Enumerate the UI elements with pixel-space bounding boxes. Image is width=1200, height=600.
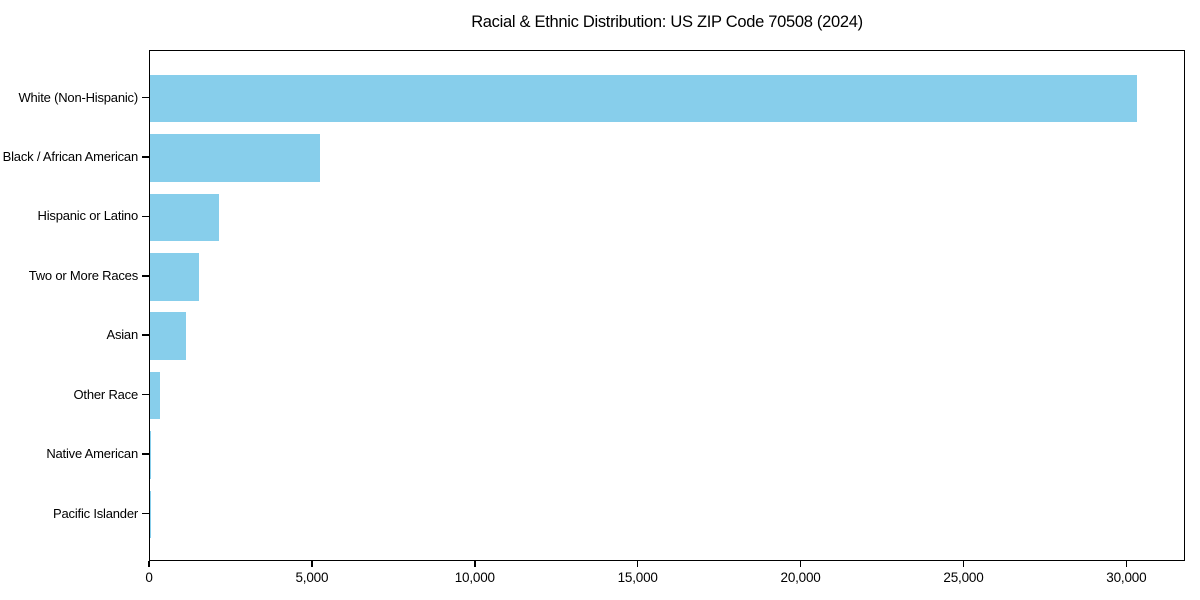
ytick-label-asian: Asian [106,327,138,343]
ytick-mark [142,334,149,336]
plot-area [149,50,1185,561]
xtick-label-0: 0 [145,570,153,585]
ytick-label-native-american: Native American [46,446,138,462]
xtick-label-30000: 30,000 [1106,570,1147,585]
ytick-label-black-african-american: Black / African American [2,148,139,164]
ytick-mark [142,274,149,277]
ytick-label-pacific-islander: Pacific Islander [53,505,138,521]
ytick-mark [142,512,149,515]
bar-hispanic-or-latino [150,193,220,242]
ytick-mark [142,453,149,455]
xtick-mark [1125,561,1128,567]
bar-native-american [150,431,151,479]
xtick-mark [148,561,150,567]
bar-two-or-more-races [150,253,199,301]
xtick-mark [311,561,313,567]
xtick-label-10000: 10,000 [454,570,495,585]
ytick-mark [142,96,149,99]
chart-title: Racial & Ethnic Distribution: US ZIP Cod… [471,13,863,31]
xtick-mark [962,561,965,567]
ytick-label-other-race: Other Race [73,386,139,402]
ytick-mark [142,215,149,218]
ytick-label-hispanic-or-latino: Hispanic or Latino [37,208,139,224]
xtick-mark [636,561,639,567]
xtick-label-15000: 15,000 [617,570,658,585]
ytick-label-two-or-more-races: Two or More Races [28,267,139,283]
bar-asian [150,312,186,360]
ytick-mark [142,156,149,158]
xtick-mark [799,561,802,567]
ytick-mark [142,393,149,396]
bar-white-non-hispanic [150,74,1138,123]
xtick-label-5000: 5,000 [295,570,329,585]
xtick-label-25000: 25,000 [943,570,984,585]
xtick-mark [473,561,476,567]
xtick-label-20000: 20,000 [780,570,821,585]
bar-black-african-american [150,134,321,182]
bar-other-race [150,371,160,420]
ytick-label-white-non-hispanic: White (Non-Hispanic) [18,89,138,105]
